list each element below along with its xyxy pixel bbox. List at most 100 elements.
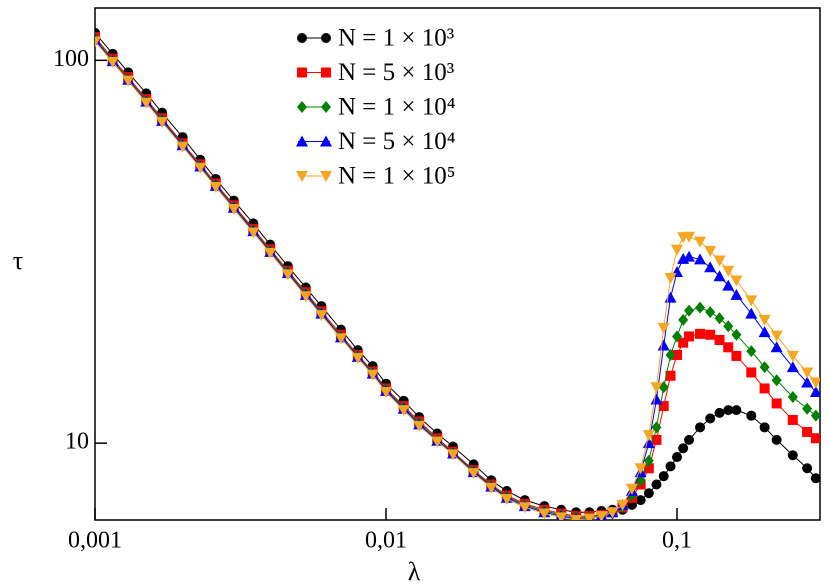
- marker: [616, 499, 629, 511]
- marker: [802, 402, 813, 415]
- plot-area: [95, 27, 820, 520]
- marker: [678, 313, 689, 326]
- marker: [705, 306, 716, 319]
- marker: [583, 513, 596, 520]
- marker: [801, 367, 814, 379]
- marker: [264, 247, 277, 259]
- marker: [635, 495, 646, 506]
- marker: [695, 422, 706, 433]
- marker: [321, 67, 331, 78]
- marker: [787, 450, 798, 461]
- marker: [321, 101, 331, 113]
- marker: [657, 339, 670, 351]
- marker: [786, 350, 799, 362]
- marker: [297, 67, 307, 78]
- y-tick-label: 10: [65, 429, 89, 455]
- marker: [351, 352, 364, 364]
- marker: [485, 482, 498, 494]
- marker: [297, 101, 307, 113]
- legend-label: N = 5 × 10³: [338, 59, 455, 86]
- marker: [810, 409, 820, 422]
- marker: [801, 376, 814, 388]
- marker: [518, 502, 531, 514]
- marker: [320, 171, 332, 182]
- marker: [664, 273, 677, 285]
- marker: [771, 434, 782, 445]
- marker: [705, 329, 716, 340]
- plot-frame: [94, 7, 821, 521]
- marker: [431, 436, 444, 448]
- marker: [658, 401, 669, 412]
- marker: [730, 288, 743, 300]
- marker: [723, 405, 734, 416]
- marker: [595, 511, 608, 520]
- marker: [296, 171, 308, 182]
- marker: [643, 488, 654, 499]
- x-axis-label: λ: [408, 557, 421, 586]
- marker: [758, 326, 771, 338]
- marker: [705, 413, 716, 424]
- marker: [334, 333, 347, 345]
- marker: [366, 369, 379, 381]
- marker: [671, 244, 684, 256]
- marker: [672, 452, 683, 463]
- marker: [413, 420, 426, 432]
- marker: [770, 330, 783, 342]
- marker: [695, 328, 706, 339]
- marker: [683, 231, 696, 243]
- marker: [678, 337, 689, 348]
- marker: [731, 328, 742, 341]
- marker: [296, 135, 308, 147]
- legend-label: N = 1 × 10⁴: [338, 94, 456, 121]
- marker: [714, 312, 725, 325]
- marker: [722, 265, 735, 277]
- y-axis-label: τ: [13, 246, 23, 275]
- marker: [809, 386, 820, 398]
- legend-label: N = 1 × 10³: [338, 25, 455, 52]
- marker: [194, 162, 207, 174]
- marker: [625, 483, 638, 495]
- marker: [227, 203, 240, 215]
- marker: [106, 57, 119, 69]
- marker: [380, 387, 393, 399]
- marker: [320, 135, 332, 147]
- marker: [570, 515, 583, 520]
- marker: [787, 391, 798, 404]
- marker: [281, 269, 294, 281]
- marker: [672, 330, 683, 343]
- marker: [810, 433, 820, 444]
- marker: [731, 350, 742, 361]
- marker: [683, 250, 696, 262]
- marker: [665, 370, 676, 381]
- marker: [810, 473, 820, 484]
- marker: [802, 426, 813, 437]
- marker: [759, 383, 770, 394]
- marker: [714, 407, 725, 418]
- marker: [771, 374, 782, 387]
- marker: [634, 463, 647, 475]
- marker: [397, 405, 410, 417]
- marker: [745, 307, 758, 319]
- marker: [684, 434, 695, 445]
- marker: [746, 345, 757, 358]
- y-tick-label: 100: [53, 46, 89, 72]
- marker: [730, 275, 743, 287]
- marker: [650, 382, 663, 394]
- marker: [746, 410, 757, 421]
- marker: [713, 255, 726, 267]
- marker: [642, 430, 655, 442]
- marker: [695, 301, 706, 314]
- marker: [315, 310, 328, 322]
- legend-label: N = 1 × 10⁵: [338, 163, 455, 190]
- marker: [500, 493, 513, 505]
- marker: [209, 181, 222, 193]
- marker: [122, 75, 135, 87]
- marker: [650, 393, 663, 405]
- marker: [657, 322, 670, 334]
- marker: [321, 33, 331, 43]
- marker: [731, 405, 742, 416]
- marker: [247, 227, 260, 239]
- marker: [447, 449, 460, 461]
- marker: [694, 236, 707, 248]
